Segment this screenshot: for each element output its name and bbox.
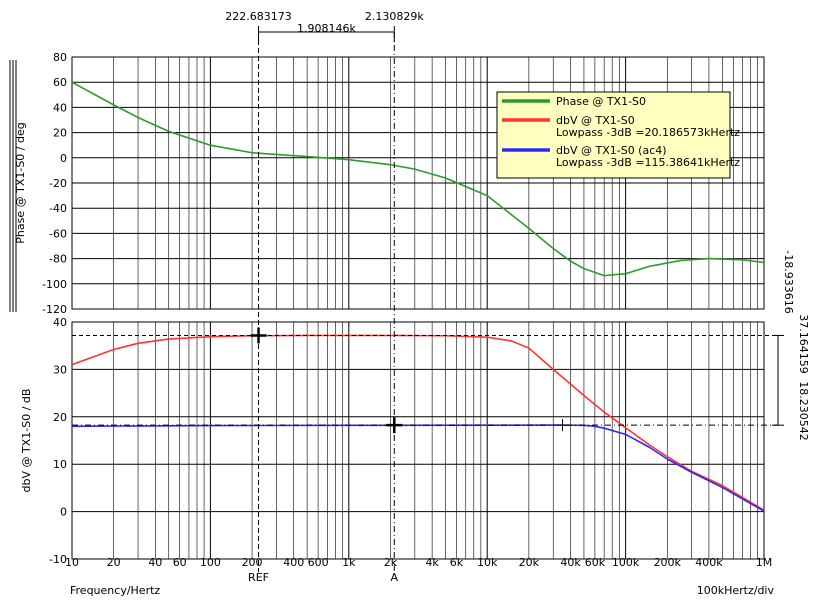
- phase-ytick-label: -120: [42, 303, 67, 316]
- x-tick-label: 1k: [342, 556, 356, 569]
- x-tick-label: 20k: [519, 556, 540, 569]
- dbv-series-line: [71, 334, 765, 511]
- x-tick-label: 400k: [695, 556, 723, 569]
- a-cursor-x-value: 2.130829k: [365, 10, 424, 23]
- ref-cursor-x-value: 222.683173: [225, 10, 291, 23]
- x-tick-label: 40k: [560, 556, 581, 569]
- x-tick-label: 6k: [450, 556, 464, 569]
- ref-cursor-label: REF: [248, 571, 269, 584]
- phase-ytick-label: 80: [53, 51, 67, 64]
- magnitude-ytick-label: 10: [53, 458, 67, 471]
- phase-axis-title: Phase @ TX1-S0 / deg: [14, 122, 27, 243]
- phase-ytick-label: 0: [60, 152, 67, 165]
- x-tick-label: 200k: [654, 556, 682, 569]
- x-tick-label: 10: [65, 556, 79, 569]
- phase-ytick-label: -60: [49, 227, 67, 240]
- x-tick-label: 100k: [612, 556, 640, 569]
- legend-cutoff-note: Lowpass -3dB =115.38641kHertz: [556, 156, 740, 169]
- magnitude-ytick-label: 0: [60, 506, 67, 519]
- x-tick-label: 10k: [477, 556, 498, 569]
- x-tick-label: 4k: [425, 556, 439, 569]
- a-cursor-label: A: [391, 571, 399, 584]
- x-tick-label: 200: [242, 556, 263, 569]
- scale-per-div: 100kHertz/div: [697, 584, 775, 597]
- phase-ytick-label: -80: [49, 253, 67, 266]
- magnitude-axis-title: dbV @ TX1-S0 / dB: [20, 389, 33, 493]
- x-tick-label: 100: [200, 556, 221, 569]
- legend-series-name: dbV @ TX1-S0 (ac4): [556, 144, 667, 157]
- magnitude-ytick-label: 40: [53, 316, 67, 329]
- phase-ytick-label: -20: [49, 177, 67, 190]
- x-tick-label: 40: [148, 556, 162, 569]
- x-axis-title: Frequency/Hertz: [70, 584, 160, 597]
- phase-ytick-label: -40: [49, 202, 67, 215]
- x-tick-label: 1M: [756, 556, 773, 569]
- cursor-delta-value: 1.908146k: [297, 22, 356, 35]
- phase-ytick-label: 60: [53, 76, 67, 89]
- x-tick-label: 600: [308, 556, 329, 569]
- magnitude-ytick-label: -10: [49, 553, 67, 566]
- x-tick-label: 2k: [384, 556, 398, 569]
- x-tick-label: 60k: [585, 556, 606, 569]
- legend-box: [496, 91, 731, 179]
- legend-cutoff-note: Lowpass -3dB =20.186573kHertz: [556, 126, 740, 139]
- phase-series-line: [71, 81, 765, 277]
- phase-side-value: -18.933616: [782, 250, 795, 313]
- legend-series-name: Phase @ TX1-S0: [556, 95, 646, 108]
- phase-ytick-label: 40: [53, 101, 67, 114]
- magnitude-ytick-label: 30: [53, 363, 67, 376]
- x-tick-label: 400: [283, 556, 304, 569]
- ref-level-value: 37.164159: [797, 314, 810, 374]
- legend-series-name: dbV @ TX1-S0: [556, 114, 635, 127]
- phase-ytick-label: -100: [42, 278, 67, 291]
- phase-ytick-label: 20: [53, 127, 67, 140]
- a-level-value: 18.230542: [797, 381, 810, 441]
- magnitude-plot-frame: [71, 321, 765, 560]
- x-tick-label: 60: [173, 556, 187, 569]
- magnitude-ytick-label: 20: [53, 411, 67, 424]
- x-tick-label: 20: [107, 556, 121, 569]
